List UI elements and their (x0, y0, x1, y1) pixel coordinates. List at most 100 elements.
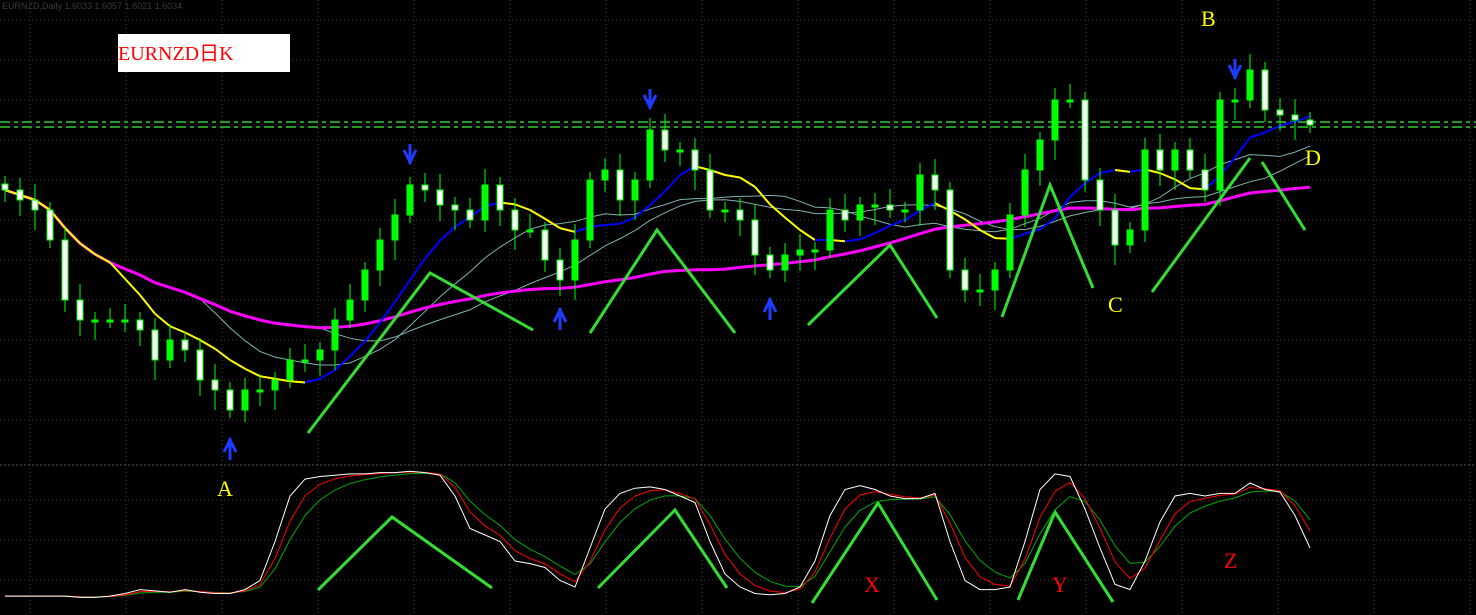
candle-body (1291, 114, 1299, 121)
candle-body (76, 299, 84, 321)
ma-fast-segment (1234, 136, 1251, 159)
sell-arrow-icon (642, 89, 658, 111)
candle-body (16, 189, 24, 201)
candle-body (1066, 99, 1074, 103)
candle-body (796, 249, 804, 256)
ma-fast-segment (1294, 115, 1311, 123)
candle-body (1201, 169, 1209, 191)
candle-body (406, 184, 414, 216)
ma-fast-segment (889, 219, 906, 227)
ma-fast-segment (139, 294, 156, 315)
candle-body (271, 379, 279, 391)
pattern-zigzag (1016, 508, 1115, 603)
candle-body (256, 389, 264, 393)
candle-body (196, 349, 204, 381)
candle-body (1036, 139, 1044, 171)
candle-body (1231, 99, 1239, 103)
candle-body (1306, 119, 1314, 126)
candle-body (691, 149, 699, 171)
candle-body (886, 204, 894, 211)
ma-fast-segment (259, 375, 276, 380)
sell-arrow-icon (402, 144, 418, 166)
ma-fast-segment (184, 331, 201, 341)
ma-fast-segment (649, 190, 666, 206)
annotation-z: Z (1224, 548, 1238, 573)
candle-body (436, 189, 444, 206)
ma-fast-segment (439, 226, 456, 242)
candle-body (136, 319, 144, 331)
ma-fast-segment (1069, 182, 1086, 198)
candle-body (541, 229, 549, 261)
ma-fast-segment (904, 209, 921, 221)
ma-fast-segment (529, 209, 546, 220)
candle-body (496, 184, 504, 211)
ma-fast-segment (409, 258, 426, 281)
ma-fast-segment (274, 377, 291, 383)
ma-fast-segment (394, 279, 411, 303)
ma-fast-segment (1084, 172, 1101, 184)
candle-body (631, 179, 639, 201)
candle-body (1141, 149, 1149, 231)
candle-body (361, 269, 369, 301)
ma-fast-segment (124, 278, 141, 296)
ma-fast-segment (1174, 178, 1191, 189)
candle-body (961, 269, 969, 291)
chart-label-text: EURNZD日K (118, 43, 234, 65)
candle-body (166, 339, 174, 361)
annotation-x: X (864, 572, 880, 597)
candle-body (511, 209, 519, 231)
candle-body (931, 174, 939, 191)
ma-fast-segment (169, 325, 186, 334)
ma-fast-segment (1264, 124, 1281, 134)
pattern-zigzag (588, 227, 737, 334)
candle-body (871, 204, 879, 208)
candle-body (301, 359, 309, 363)
ma-fast-segment (1099, 169, 1116, 175)
candle-body (226, 389, 234, 411)
pattern-zigzag (806, 242, 939, 327)
symbol-info: EURNZD,Daily 1.6033 1.6057 1.6021 1.6034 (2, 1, 183, 11)
annotation-c: C (1108, 292, 1123, 317)
candle-body (61, 239, 69, 301)
ma-slow-line (4, 185, 1311, 330)
candle-body (1006, 214, 1014, 271)
candle-body (901, 209, 909, 213)
annotation-y: Y (1052, 572, 1068, 597)
buy-arrow-icon (552, 306, 568, 330)
candle-body (811, 249, 819, 253)
annotation-a: A (217, 476, 233, 501)
candle-body (721, 209, 729, 213)
candle-body (181, 339, 189, 351)
candle-body (1261, 69, 1269, 111)
candle-body (766, 254, 774, 271)
candle-body (1096, 179, 1104, 211)
candle-body (1126, 229, 1134, 246)
candle-body (46, 209, 54, 241)
ma-fast-segment (334, 355, 351, 371)
candle-body (1021, 169, 1029, 216)
candle-body (346, 299, 354, 321)
ma-fast-segment (769, 203, 786, 219)
candle-body (991, 269, 999, 291)
candle-body (571, 239, 579, 281)
candle-body (1186, 149, 1194, 171)
candle-body (391, 214, 399, 241)
pattern-zigzag (1260, 161, 1307, 231)
osc-j-line (5, 472, 1311, 598)
buy-arrow-icon (762, 296, 778, 320)
candle-body (1246, 69, 1254, 101)
ma-fast-segment (1159, 172, 1176, 181)
pattern-zigzag (810, 500, 939, 604)
pattern-zigzag (316, 515, 493, 592)
candle-body (466, 209, 474, 221)
candle-body (316, 349, 324, 361)
ma-fast-segment (664, 174, 681, 192)
candle-body (676, 149, 684, 153)
ma-fast-segment (109, 261, 126, 280)
candle-body (916, 174, 924, 211)
candle-body (31, 199, 39, 211)
candle-body (1276, 109, 1284, 116)
osc-k-line (5, 470, 1311, 598)
candle-body (751, 219, 759, 256)
candle-body (856, 204, 864, 221)
